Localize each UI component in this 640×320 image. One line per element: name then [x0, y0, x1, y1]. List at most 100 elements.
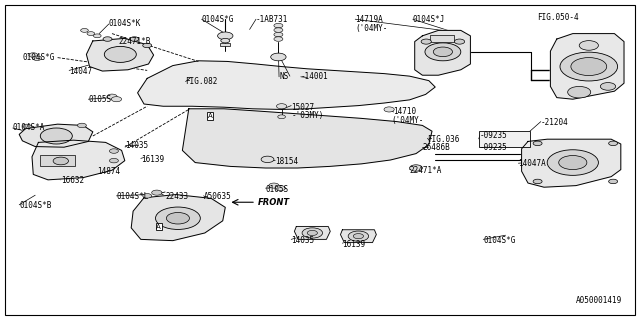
- Circle shape: [559, 156, 587, 170]
- Text: -09235: -09235: [480, 131, 508, 140]
- Bar: [220, 43, 230, 46]
- Circle shape: [81, 28, 88, 32]
- Polygon shape: [131, 195, 225, 241]
- Circle shape: [609, 141, 618, 146]
- Text: 22433: 22433: [165, 192, 188, 201]
- Text: FIG.082: FIG.082: [186, 77, 218, 86]
- Circle shape: [579, 41, 598, 50]
- Text: -'03MY): -'03MY): [291, 111, 324, 120]
- Circle shape: [276, 104, 287, 109]
- Polygon shape: [86, 38, 154, 71]
- Text: 0104S*G: 0104S*G: [22, 53, 55, 62]
- Text: 14035: 14035: [291, 236, 314, 245]
- Circle shape: [111, 97, 122, 102]
- Circle shape: [274, 37, 283, 41]
- Circle shape: [33, 56, 42, 60]
- Text: FIG.050-4: FIG.050-4: [538, 13, 579, 22]
- Circle shape: [410, 165, 422, 171]
- Polygon shape: [182, 109, 432, 168]
- Bar: [40, 155, 75, 166]
- Text: 14047A: 14047A: [518, 159, 546, 168]
- Circle shape: [353, 234, 364, 239]
- Bar: [430, 35, 454, 42]
- Text: ('04MY-: ('04MY-: [392, 116, 424, 125]
- Text: 14874: 14874: [97, 167, 120, 176]
- Circle shape: [77, 123, 86, 128]
- Circle shape: [568, 86, 591, 98]
- Circle shape: [87, 32, 95, 36]
- Text: 26486B: 26486B: [422, 143, 450, 152]
- Text: 0104S*J: 0104S*J: [413, 15, 445, 24]
- Polygon shape: [550, 34, 624, 99]
- Text: 0104S*G: 0104S*G: [483, 236, 516, 245]
- Text: A: A: [156, 224, 161, 229]
- Text: A50635: A50635: [204, 192, 231, 201]
- Circle shape: [302, 228, 323, 238]
- Polygon shape: [294, 227, 330, 239]
- Text: A050001419: A050001419: [576, 296, 622, 305]
- Circle shape: [274, 23, 283, 28]
- Text: 14710: 14710: [394, 108, 417, 116]
- Text: 14047: 14047: [69, 67, 92, 76]
- Circle shape: [107, 94, 117, 99]
- Polygon shape: [415, 30, 470, 75]
- Circle shape: [109, 158, 118, 163]
- Text: 15027: 15027: [291, 103, 314, 112]
- Text: 14035: 14035: [125, 141, 148, 150]
- Polygon shape: [32, 140, 125, 180]
- Circle shape: [547, 150, 598, 175]
- Text: 16139: 16139: [141, 155, 164, 164]
- Circle shape: [130, 37, 139, 41]
- Circle shape: [271, 53, 286, 61]
- Text: 0104S*K: 0104S*K: [109, 20, 141, 28]
- Circle shape: [274, 28, 283, 32]
- Circle shape: [53, 157, 68, 165]
- Text: 0105S: 0105S: [266, 185, 289, 194]
- Polygon shape: [340, 230, 376, 243]
- Text: FRONT: FRONT: [258, 198, 290, 207]
- Text: 0104S*A: 0104S*A: [13, 124, 45, 132]
- Circle shape: [433, 47, 452, 57]
- Circle shape: [348, 231, 369, 241]
- Circle shape: [103, 37, 112, 41]
- Text: 22471*A: 22471*A: [410, 166, 442, 175]
- Circle shape: [152, 190, 162, 195]
- Text: -14001: -14001: [301, 72, 328, 81]
- Circle shape: [278, 115, 285, 119]
- Text: -09235: -09235: [480, 143, 508, 152]
- Circle shape: [609, 179, 618, 184]
- Circle shape: [307, 230, 317, 236]
- Circle shape: [274, 32, 283, 37]
- Circle shape: [156, 207, 200, 229]
- Circle shape: [218, 32, 233, 40]
- Circle shape: [261, 156, 274, 163]
- Circle shape: [143, 194, 152, 198]
- Circle shape: [221, 38, 230, 43]
- Text: 22471*B: 22471*B: [118, 37, 151, 46]
- Text: -1AB731: -1AB731: [256, 15, 289, 24]
- Text: 18154: 18154: [275, 157, 298, 166]
- Circle shape: [600, 83, 616, 90]
- Circle shape: [421, 39, 431, 44]
- Circle shape: [384, 107, 394, 112]
- Circle shape: [22, 124, 31, 129]
- Circle shape: [166, 212, 189, 224]
- Text: 14719A: 14719A: [355, 15, 383, 24]
- Circle shape: [560, 52, 618, 81]
- Polygon shape: [19, 124, 93, 147]
- Circle shape: [571, 58, 607, 76]
- Circle shape: [533, 179, 542, 184]
- Circle shape: [425, 43, 461, 61]
- Circle shape: [143, 43, 152, 48]
- Text: -21204: -21204: [541, 118, 568, 127]
- Bar: [479, 131, 530, 147]
- Circle shape: [40, 128, 72, 144]
- Circle shape: [104, 46, 136, 62]
- Text: 16632: 16632: [61, 176, 84, 185]
- Circle shape: [29, 53, 38, 57]
- Circle shape: [93, 34, 101, 38]
- Circle shape: [454, 39, 465, 44]
- Circle shape: [109, 149, 118, 153]
- Text: 0104S*B: 0104S*B: [19, 201, 52, 210]
- Text: ('04MY-: ('04MY-: [355, 24, 388, 33]
